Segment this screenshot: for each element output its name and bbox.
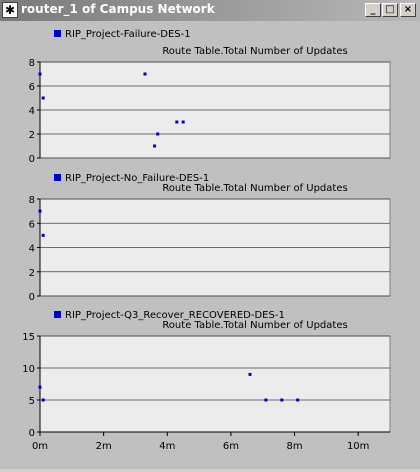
y-tick-label: 2 xyxy=(29,130,35,141)
y-tick-label: 8 xyxy=(29,58,35,69)
y-tick-label: 2 xyxy=(29,268,35,279)
data-point xyxy=(175,120,179,124)
data-point xyxy=(143,72,147,76)
window-title: router_1 of Campus Network xyxy=(21,2,215,16)
y-tick-label: 0 xyxy=(29,154,35,165)
star-app-icon[interactable]: ✱ xyxy=(2,2,18,18)
data-point xyxy=(41,96,45,100)
x-tick-label: 0m xyxy=(32,441,48,452)
legend-label: RIP_Project-No_Failure-DES-1 xyxy=(65,173,209,184)
y-tick-label: 4 xyxy=(29,244,35,255)
y-tick-label: 5 xyxy=(29,396,35,407)
data-point xyxy=(248,372,252,376)
chart-title: Route Table.Total Number of Updates xyxy=(162,46,347,57)
maximize-button[interactable]: □ xyxy=(382,3,398,17)
charts-svg: RIP_Project-Failure-DES-1 Route Table.Tot… xyxy=(22,29,391,452)
y-tick-label: 6 xyxy=(29,82,35,93)
data-point xyxy=(38,385,42,389)
minimize-button[interactable]: _ xyxy=(365,3,381,17)
data-point xyxy=(280,398,284,402)
legend-swatch xyxy=(54,311,61,318)
y-tick-label: 4 xyxy=(29,106,35,117)
y-tick-label: 0 xyxy=(29,292,35,303)
window-titlebar[interactable]: ✱ router_1 of Campus Network _ □ × xyxy=(0,0,420,21)
data-point xyxy=(153,144,157,148)
y-tick-label: 10 xyxy=(22,364,35,375)
x-tick-label: 2m xyxy=(96,441,112,452)
plot-area xyxy=(39,335,391,433)
x-tick-label: 4m xyxy=(159,441,175,452)
chart-title: Route Table.Total Number of Updates xyxy=(162,183,347,194)
y-tick-label: 0 xyxy=(29,428,35,439)
legend-label: RIP_Project-Failure-DES-1 xyxy=(65,29,191,40)
x-tick-label: 6m xyxy=(223,441,239,452)
close-button[interactable]: × xyxy=(400,3,416,17)
x-tick-label: 8m xyxy=(286,441,302,452)
legend-swatch xyxy=(54,174,61,181)
data-point xyxy=(296,398,300,402)
y-tick-label: 8 xyxy=(29,195,35,206)
legend-label: RIP_Project-Q3_Recover_RECOVERED-DES-1 xyxy=(65,310,285,321)
chart-title: Route Table.Total Number of Updates xyxy=(162,320,347,331)
legend-swatch xyxy=(54,30,61,37)
y-tick-label: 6 xyxy=(29,219,35,230)
data-point xyxy=(38,209,42,213)
data-point xyxy=(181,120,185,124)
data-point xyxy=(41,398,45,402)
data-point xyxy=(38,72,42,76)
data-point xyxy=(264,398,268,402)
graph-panel: RIP_Project-Failure-DES-1 Route Table.Tot… xyxy=(0,21,420,469)
data-point xyxy=(41,233,45,237)
x-tick-label: 10m xyxy=(347,441,369,452)
y-tick-label: 15 xyxy=(22,332,35,343)
data-point xyxy=(156,132,160,136)
